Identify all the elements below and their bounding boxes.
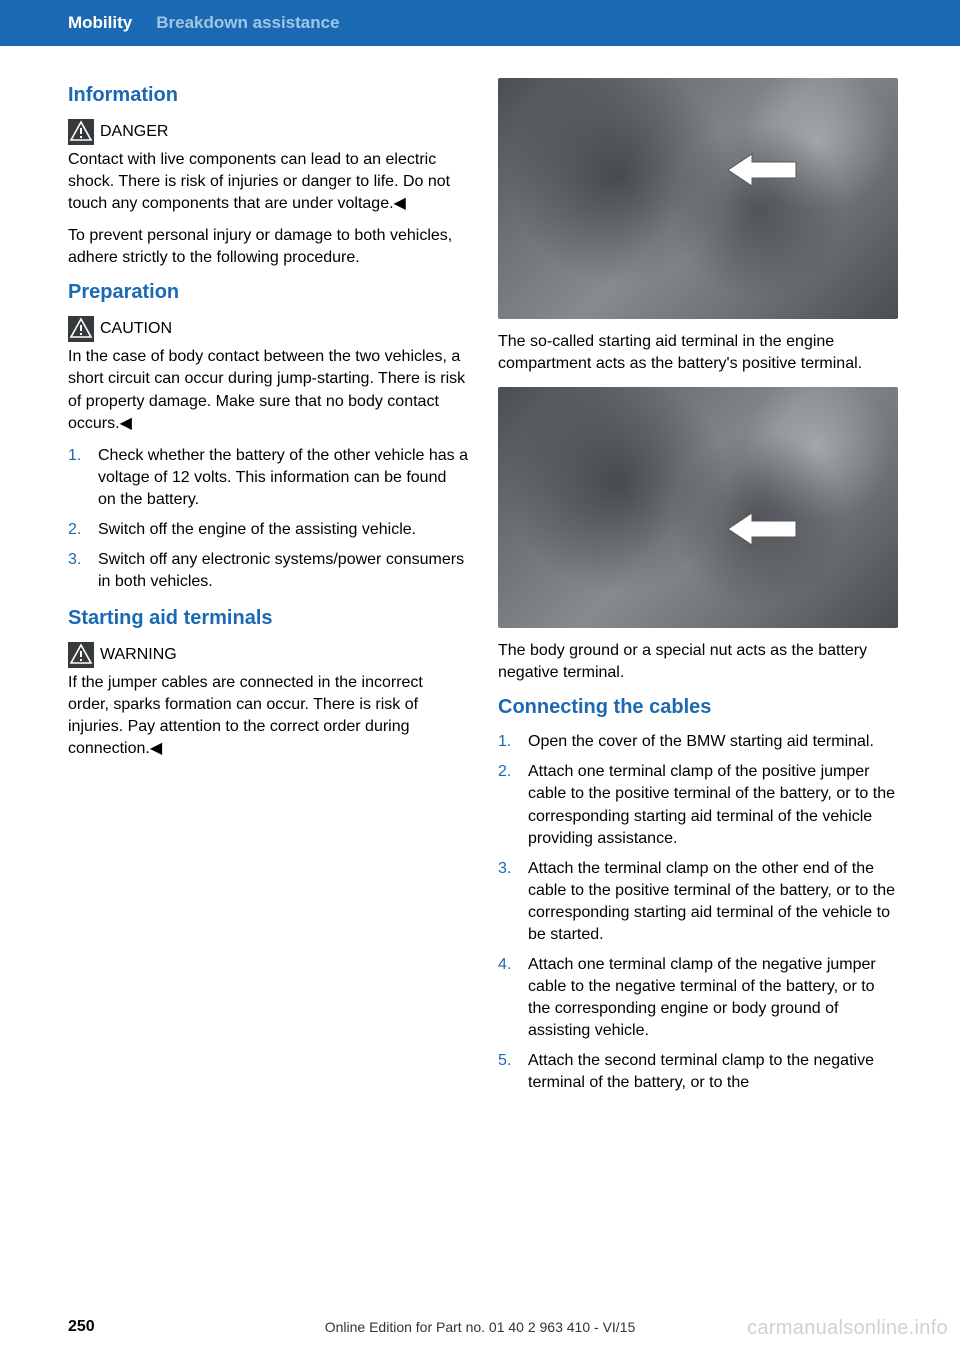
caution-label: CAUTION [100,320,172,337]
preparation-steps: Check whether the battery of the other v… [68,445,468,593]
list-item: Switch off any electronic systems/power … [68,549,468,593]
connecting-steps: Open the cover of the BMW starting aid t… [498,731,898,1094]
danger-icon [68,119,94,145]
page-content: Information DANGER Contact with live com… [0,46,960,1108]
img1-caption: The so-called starting aid terminal in t… [498,331,898,375]
list-item: Attach the terminal clamp on the other e… [498,858,898,946]
engine-image-positive [498,78,898,319]
list-item: Check whether the battery of the other v… [68,445,468,511]
heading-starting-aid: Starting aid terminals [68,607,468,630]
danger-block: DANGER Contact with live components can … [68,119,468,215]
list-item: Attach one terminal clamp of the positiv… [498,761,898,849]
arrow-callout-icon [728,148,798,192]
caution-icon [68,316,94,342]
list-item: Attach one terminal clamp of the negativ… [498,954,898,1042]
warning-block: WARNING If the jumper cables are connect… [68,642,468,760]
engine-image-negative [498,387,898,628]
caution-text: In the case of body contact between the … [68,348,465,431]
list-item: Switch off the engine of the assisting v… [68,519,468,541]
watermark: carmanualsonline.info [747,1317,948,1340]
page-header: Mobility Breakdown assistance [0,0,960,46]
danger-text: Contact with live components can lead to… [68,151,450,212]
heading-connecting: Connecting the cables [498,696,898,719]
header-tab-mobility: Mobility [68,13,156,33]
information-followup: To prevent personal injury or damage to … [68,225,468,269]
caution-block: CAUTION In the case of body contact betw… [68,316,468,434]
right-column: The so-called starting aid terminal in t… [498,78,898,1108]
warning-text: If the jumper cables are connected in th… [68,674,423,757]
header-tab-breakdown: Breakdown assistance [156,13,363,33]
danger-label: DANGER [100,123,168,140]
list-item: Open the cover of the BMW starting aid t… [498,731,898,753]
img2-caption: The body ground or a special nut acts as… [498,640,898,684]
heading-preparation: Preparation [68,281,468,304]
footer-edition: Online Edition for Part no. 01 40 2 963 … [325,1319,636,1335]
arrow-callout-icon [728,507,798,551]
page-number: 250 [68,1318,95,1336]
warning-icon [68,642,94,668]
warning-label: WARNING [100,646,177,663]
list-item: Attach the second terminal clamp to the … [498,1050,898,1094]
heading-information: Information [68,84,468,107]
left-column: Information DANGER Contact with live com… [68,78,468,1108]
